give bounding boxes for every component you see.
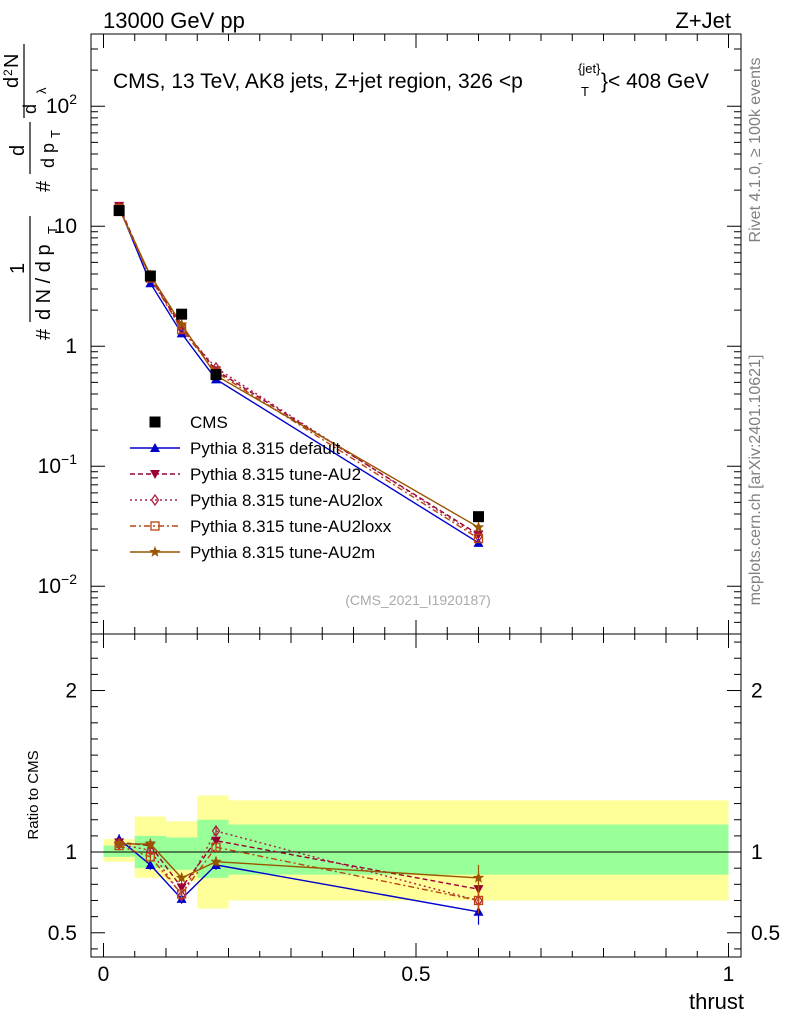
y-axis-label-main: # d N / d p T 1 # d p T d d λ d 2 N — [1, 44, 63, 340]
ratio-y-tick-label-right: 1 — [751, 841, 763, 864]
legend-label: Pythia 8.315 tune-AU2loxx — [190, 517, 392, 536]
main-point-cms — [144, 270, 156, 282]
svg-text:d: d — [20, 104, 40, 114]
ratio-x-tick-label: 0.5 — [401, 963, 430, 986]
header-left-title: 13000 GeV pp — [103, 8, 245, 33]
ratio-series-au2loxx — [114, 840, 484, 914]
ratio-point-au2loxx — [211, 842, 221, 852]
ratio-point-au2lox — [177, 889, 186, 902]
main-series-au2 — [114, 201, 484, 540]
ratio-point-au2m — [144, 838, 157, 849]
legend-entry: Pythia 8.315 tune-AU2lox — [130, 491, 383, 510]
svg-text:N: N — [1, 54, 23, 68]
ratio-band-inner — [166, 837, 198, 870]
svg-text:#: # — [33, 180, 55, 192]
main-y-tick-label: 102 — [46, 91, 77, 118]
header-right-title: Z+Jet — [675, 8, 731, 33]
svg-text:d: d — [1, 77, 23, 88]
legend-label: Pythia 8.315 tune-AU2lox — [190, 491, 383, 510]
ratio-panel: 0.5 0.5 1 1 2 2 0 0.5 1 — [48, 633, 780, 986]
legend-entry: Pythia 8.315 tune-AU2 — [130, 465, 361, 484]
ratio-point-au2loxx — [145, 852, 156, 862]
main-point-au2m — [175, 318, 188, 330]
ratio-x-tick-label: 1 — [723, 963, 735, 986]
ratio-point-au2loxx — [473, 895, 484, 906]
main-point-cms — [113, 205, 125, 217]
x-axis-label: thrust — [689, 989, 744, 1014]
legend-label: Pythia 8.315 tune-AU2m — [190, 543, 375, 562]
legend-marker-cms — [149, 416, 161, 428]
ratio-y-tick-label-left: 2 — [65, 680, 77, 703]
ratio-point-au2m — [210, 855, 222, 867]
ratio-y-tick-label-left: 0.5 — [48, 922, 77, 945]
svg-text:T: T — [48, 130, 63, 138]
legend-label: CMS — [190, 413, 228, 432]
ratio-line-au2loxx — [118, 844, 479, 902]
ratio-axis-label: Ratio to CMS — [25, 750, 42, 839]
main-line-au2 — [118, 205, 479, 536]
mcplots-label: mcplots.cern.ch [arXiv:2401.10621] — [747, 355, 764, 606]
ratio-point-au2m — [472, 871, 485, 883]
main-point-au2loxx — [473, 533, 484, 544]
main-point-cms — [473, 511, 484, 523]
legend-marker-au2loxx — [150, 521, 160, 531]
ratio-point-au2m — [175, 871, 188, 883]
ratio-point-au2m — [113, 838, 125, 849]
svg-text:d p: d p — [38, 143, 58, 168]
ratio-point-au2loxx — [176, 889, 187, 899]
plot-title-sub: T — [581, 84, 589, 99]
ratio-band-inner — [103, 845, 135, 857]
ratio-series-au2m — [113, 838, 485, 891]
main-point-cms — [210, 369, 222, 381]
svg-text:#: # — [33, 328, 55, 340]
ratio-band-inner — [197, 819, 229, 878]
main-line-au2loxx — [118, 208, 479, 540]
svg-text:λ: λ — [34, 87, 49, 94]
ratio-y-tick-label-right: 0.5 — [751, 922, 780, 945]
main-y-tick-label: 10 — [54, 215, 77, 238]
main-y-tick-label: 10−2 — [38, 571, 78, 598]
legend-label: Pythia 8.315 default — [190, 439, 341, 458]
svg-text:d: d — [7, 145, 29, 156]
ratio-y-tick-label-left: 1 — [65, 841, 77, 864]
ratio-point-default — [145, 859, 156, 869]
plot-title-main: CMS, 13 TeV, AK8 jets, Z+jet region, 326… — [113, 70, 523, 93]
ratio-frame — [90, 633, 742, 958]
main-y-tick-label: 1 — [65, 335, 77, 358]
main-line-au2lox — [118, 207, 479, 538]
svg-text:T: T — [45, 226, 60, 234]
plot-title-tail: }< 408 GeV — [601, 70, 709, 93]
ratio-point-au2 — [211, 836, 221, 846]
ratio-point-au2lox — [211, 824, 221, 838]
svg-text:1: 1 — [7, 263, 29, 274]
legend-marker-au2m — [149, 546, 161, 557]
legend-marker-au2lox — [150, 493, 160, 507]
legend: CMS Pythia 8.315 default Pythia 8.315 tune… — [130, 413, 392, 562]
legend-marker-default — [150, 443, 160, 452]
main-point-au2m — [472, 521, 485, 533]
legend-label: Pythia 8.315 tune-AU2 — [190, 465, 361, 484]
legend-entry: CMS — [149, 413, 228, 432]
main-y-tick-label: 10−1 — [38, 451, 78, 478]
legend-entry: Pythia 8.315 tune-AU2loxx — [130, 517, 392, 536]
rivet-label: Rivet 4.1.0, ≥ 100k events — [747, 58, 764, 243]
plot-title-sup: {jet} — [578, 61, 601, 76]
ratio-x-tick-label: 0 — [98, 963, 110, 986]
ratio-point-au2 — [176, 883, 187, 893]
legend-entry: Pythia 8.315 default — [130, 439, 341, 458]
plot-title: CMS, 13 TeV, AK8 jets, Z+jet region, 326… — [113, 61, 709, 99]
ratio-y-tick-label-right: 2 — [751, 680, 763, 703]
svg-text:d N / d p: d N / d p — [33, 244, 55, 320]
main-panel: 10−2 10−1 1 10 102 — [38, 33, 742, 635]
legend-marker-au2 — [150, 470, 160, 479]
legend-entry: Pythia 8.315 tune-AU2m — [130, 543, 375, 562]
svg-text:2: 2 — [1, 69, 15, 76]
main-series-cms — [113, 205, 484, 523]
analysis-id: (CMS_2021_I1920187) — [345, 592, 491, 608]
main-point-cms — [176, 308, 188, 320]
